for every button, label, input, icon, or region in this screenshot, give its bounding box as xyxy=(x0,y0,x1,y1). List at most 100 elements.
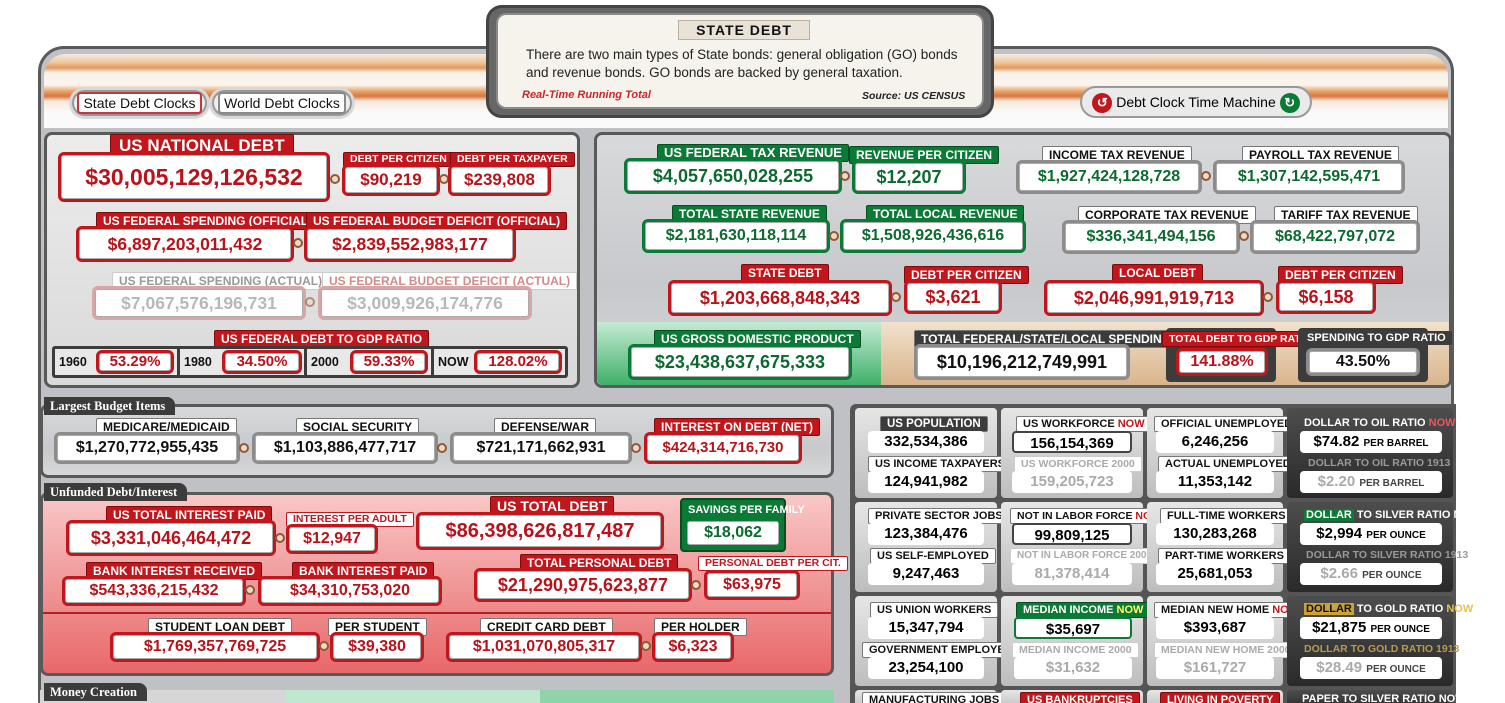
rewind-icon[interactable]: ↺ xyxy=(1092,93,1113,114)
credit-card-label: CREDIT CARD DEBT xyxy=(480,618,613,636)
ratio-value: 53.29% xyxy=(96,350,174,374)
income-tax-value: $1,927,424,128,728 xyxy=(1016,160,1202,194)
connector xyxy=(330,174,340,184)
now-tag: NOW xyxy=(1446,603,1474,615)
per-ounce: PER OUNCE xyxy=(1370,624,1430,635)
gold-label-text: TO GOLD RATIO xyxy=(1356,603,1444,615)
bank-paid-value: $34,310,753,020 xyxy=(258,576,442,606)
connector xyxy=(691,580,701,590)
per-barrel: PER BARREL xyxy=(1363,438,1429,449)
population-label: US POPULATION xyxy=(880,416,988,432)
total-spending-label: TOTAL FEDERAL/STATE/LOCAL SPENDING xyxy=(914,330,1179,348)
median-income2000-value: $31,632 xyxy=(1014,657,1132,679)
paper-silver-label: PAPER TO SILVER RATIO NOW xyxy=(1296,692,1472,703)
debt-per-citizen-value: $90,219 xyxy=(342,164,440,196)
now-tag: NOW xyxy=(1428,417,1456,429)
not-labor2000-value: 81,378,414 xyxy=(1012,563,1132,585)
silver-label-text: TO SILVER RATIO xyxy=(1356,509,1451,521)
connector xyxy=(275,533,285,543)
deficit-actual-value: $3,009,926,174,776 xyxy=(318,286,532,320)
actual-unemployed-value: 11,353,142 xyxy=(1156,471,1274,493)
per-ounce: PER OUNCE xyxy=(1366,530,1426,541)
population-value: 332,534,386 xyxy=(868,431,984,453)
debt-gdp-label: TOTAL DEBT TO GDP RATIO xyxy=(1162,331,1319,347)
ratio-value: 34.50% xyxy=(222,350,302,374)
payroll-tax-value: $1,307,142,595,471 xyxy=(1213,160,1405,194)
total-debt-value: $86,398,626,817,487 xyxy=(416,512,664,550)
debt-gdp-value: 141.88% xyxy=(1176,348,1268,376)
unemployed-label: OFFICIAL UNEMPLOYED xyxy=(1154,416,1300,432)
spending-official-value: $6,897,203,011,432 xyxy=(76,226,294,262)
gdp-value: $23,438,637,675,333 xyxy=(628,344,852,380)
gold1913-value: $28.49 xyxy=(1316,659,1363,676)
parttime-label: PART-TIME WORKERS xyxy=(1158,548,1291,564)
info-title: STATE DEBT xyxy=(678,20,810,40)
revenue-per-citizen-value: $12,207 xyxy=(852,160,966,194)
world-debt-clocks-button[interactable]: World Debt Clocks xyxy=(212,90,352,116)
now-tag: NOW xyxy=(1438,693,1466,703)
gold-value-box: $21,875 PER OUNCE xyxy=(1300,617,1442,639)
median-income-label-text: MEDIAN INCOME xyxy=(1023,604,1114,616)
union-label: US UNION WORKERS xyxy=(870,602,999,618)
connector xyxy=(305,297,315,307)
deficit-official-value: $2,839,552,983,177 xyxy=(304,226,516,262)
time-machine-label: Debt Clock Time Machine xyxy=(1116,94,1276,110)
ratio-value: 59.33% xyxy=(350,350,428,374)
median-income2000-label: MEDIAN INCOME 2000 xyxy=(1012,642,1139,658)
oil1913-value: $2.20 xyxy=(1317,473,1356,490)
local-debt-label: LOCAL DEBT xyxy=(1112,264,1204,282)
per-holder-label: PER HOLDER xyxy=(654,618,747,636)
state-debt-per-citizen-value: $3,621 xyxy=(904,280,1002,314)
government-value: 23,254,100 xyxy=(868,657,984,679)
per-student-label: PER STUDENT xyxy=(328,618,427,636)
local-revenue-value: $1,508,926,436,616 xyxy=(840,219,1026,253)
spending-actual-value: $7,067,576,196,731 xyxy=(92,286,306,320)
manufacturing-label-text: MANUFACTURING JOBS xyxy=(869,694,1000,703)
taxpayers-value: 124,941,982 xyxy=(868,471,984,493)
government-label: GOVERNMENT EMPLOYEES xyxy=(862,642,1027,658)
us-national-debt-value: $30,005,129,126,532 xyxy=(58,152,330,202)
tariff-tax-value: $68,422,797,072 xyxy=(1250,220,1420,254)
oil1913-label: DOLLAR TO OIL RATIO 1913 xyxy=(1308,457,1451,469)
total-debt-label: US TOTAL DEBT xyxy=(490,496,615,516)
median-home2000-label: MEDIAN NEW HOME 2000 xyxy=(1154,642,1298,658)
interest-paid-label: US TOTAL INTEREST PAID xyxy=(106,506,273,524)
revenue-per-citizen-label: REVENUE PER CITIZEN xyxy=(849,146,1000,164)
local-revenue-label: TOTAL LOCAL REVENUE xyxy=(866,205,1025,223)
budget-section-title: Largest Budget Items xyxy=(44,397,176,415)
silver1913-value: $2.66 xyxy=(1320,565,1358,582)
self-employed-value: 9,247,463 xyxy=(868,563,984,585)
not-labor2000-label: NOT IN LABOR FORCE 2000 xyxy=(1010,548,1160,564)
time-machine-button[interactable]: ↺ Debt Clock Time Machine ↻ xyxy=(1080,86,1312,118)
forward-icon[interactable]: ↻ xyxy=(1279,93,1300,114)
connector xyxy=(641,641,651,651)
workforce2000-value: 159,205,723 xyxy=(1012,471,1132,493)
not-labor-value: 99,809,125 xyxy=(1012,523,1132,545)
savings-label: SAVINGS PER FAMILY xyxy=(688,504,805,516)
state-debt-clocks-button[interactable]: State Debt Clocks xyxy=(72,90,207,116)
connector xyxy=(840,171,850,181)
deficit-actual-label: US FEDERAL BUDGET DEFICIT (ACTUAL) xyxy=(322,272,578,290)
ratio-year: 2000 xyxy=(311,355,339,369)
dollar-tag: DOLLAR xyxy=(1304,509,1354,521)
self-employed-label: US SELF-EMPLOYED xyxy=(870,548,996,564)
workforce-label: US WORKFORCE NOW xyxy=(1016,416,1152,432)
silver1913-label: DOLLAR TO SILVER RATIO 1913 xyxy=(1306,549,1469,561)
budget-item-value: $1,103,886,477,717 xyxy=(252,432,438,464)
oil-label-text: DOLLAR TO OIL RATIO xyxy=(1304,417,1426,429)
median-home2000-value: $161,727 xyxy=(1156,657,1274,679)
personal-per-cit-value: $63,975 xyxy=(704,570,800,600)
gold1913-label: DOLLAR TO GOLD RATIO 1913 xyxy=(1304,643,1460,655)
spend-gdp-value: 43.50% xyxy=(1306,348,1420,376)
silver-value: $2,994 xyxy=(1316,525,1363,542)
credit-card-value: $1,031,070,805,317 xyxy=(446,632,642,662)
connector xyxy=(1263,292,1273,302)
personal-debt-label: TOTAL PERSONAL DEBT xyxy=(520,554,679,572)
personal-debt-value: $21,290,975,623,877 xyxy=(474,568,692,602)
gold-label: DOLLAR TO GOLD RATIO NOW xyxy=(1298,602,1479,616)
tariff-tax-label: TARIFF TAX REVENUE xyxy=(1274,206,1418,224)
connector xyxy=(245,585,255,595)
ratio-year: NOW xyxy=(438,355,469,369)
median-income-label: MEDIAN INCOME NOW xyxy=(1016,602,1151,618)
state-debt-value: $1,203,668,848,343 xyxy=(668,280,892,316)
